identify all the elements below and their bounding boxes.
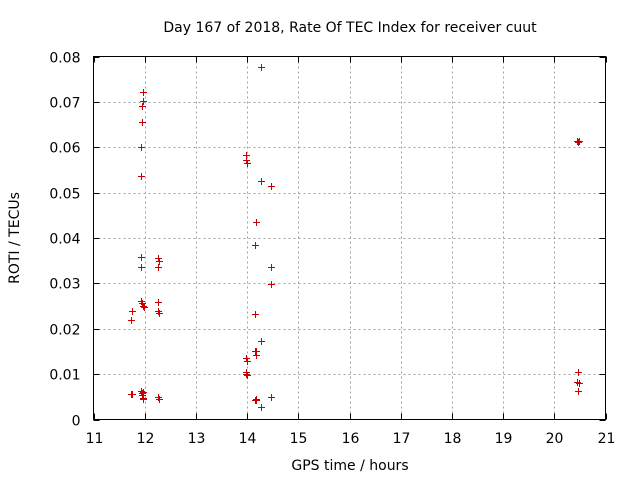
y-tick-label: 0.07	[49, 96, 80, 112]
x-tick-label: 17	[393, 431, 411, 447]
grid-lines	[93, 56, 606, 420]
y-tick-label: 0.06	[49, 141, 80, 157]
data-point	[140, 389, 147, 396]
data-point	[244, 358, 251, 365]
data-point	[252, 242, 259, 249]
data-point	[140, 303, 147, 310]
data-point	[268, 281, 275, 288]
data-point	[244, 372, 251, 379]
data-point	[243, 355, 250, 362]
data-point	[155, 255, 162, 262]
data-point	[138, 173, 145, 180]
y-axis-label: ROTI / TECUs	[7, 192, 23, 284]
data-point	[576, 138, 583, 145]
y-tick-label: 0.03	[49, 277, 80, 293]
axis-ticks	[93, 56, 607, 421]
data-point	[258, 64, 265, 71]
x-tick-labels: 11 12 13 14 15 16 17 18 19 20 21	[86, 431, 616, 447]
data-point	[575, 369, 582, 376]
y-tick-label: 0	[72, 414, 81, 430]
data-point	[268, 264, 275, 271]
data-point	[140, 98, 147, 105]
x-tick-label: 18	[444, 431, 462, 447]
y-tick-label: 0.04	[49, 232, 80, 248]
data-point	[138, 144, 145, 151]
data-point	[258, 178, 265, 185]
data-point	[128, 317, 135, 324]
data-point	[138, 254, 145, 261]
data-points	[128, 64, 583, 411]
x-tick-label: 12	[137, 431, 155, 447]
y-tick-label: 0.08	[49, 51, 80, 67]
data-point	[156, 310, 163, 317]
data-point	[139, 103, 146, 110]
data-point	[141, 304, 148, 311]
y-tick-label: 0.01	[49, 368, 80, 384]
data-point	[252, 311, 259, 318]
y-tick-labels: 0 0.01 0.02 0.03 0.04 0.05 0.06 0.07 0.08	[49, 51, 80, 430]
x-tick-label: 20	[546, 431, 564, 447]
data-point	[138, 264, 145, 271]
x-tick-label: 13	[188, 431, 206, 447]
data-point	[139, 119, 146, 126]
data-point	[253, 396, 260, 403]
x-axis-label: GPS time / hours	[291, 458, 408, 474]
data-point	[258, 404, 265, 411]
data-point	[253, 219, 260, 226]
data-point	[129, 391, 136, 398]
data-point	[575, 139, 582, 146]
data-point	[253, 352, 260, 359]
data-point	[156, 258, 163, 265]
x-tick-label: 14	[239, 431, 257, 447]
data-point	[140, 89, 147, 96]
data-point	[155, 264, 162, 271]
data-point	[139, 392, 146, 399]
data-point	[129, 308, 136, 315]
x-tick-label: 11	[86, 431, 104, 447]
data-point	[156, 396, 163, 403]
x-tick-label: 19	[495, 431, 513, 447]
data-point	[244, 160, 251, 167]
data-point	[139, 300, 146, 307]
x-tick-label: 16	[342, 431, 360, 447]
data-point	[258, 338, 265, 345]
y-tick-label: 0.05	[49, 187, 80, 203]
data-point	[140, 396, 147, 403]
data-point	[155, 299, 162, 306]
data-point	[268, 394, 275, 401]
data-point	[576, 380, 583, 387]
x-tick-label: 15	[290, 431, 308, 447]
data-point	[268, 183, 275, 190]
y-tick-label: 0.02	[49, 323, 80, 339]
x-tick-label: 21	[598, 431, 616, 447]
chart-title: Day 167 of 2018, Rate Of TEC Index for r…	[163, 20, 537, 36]
data-point	[243, 157, 250, 164]
data-point	[575, 388, 582, 395]
data-point	[243, 371, 250, 378]
